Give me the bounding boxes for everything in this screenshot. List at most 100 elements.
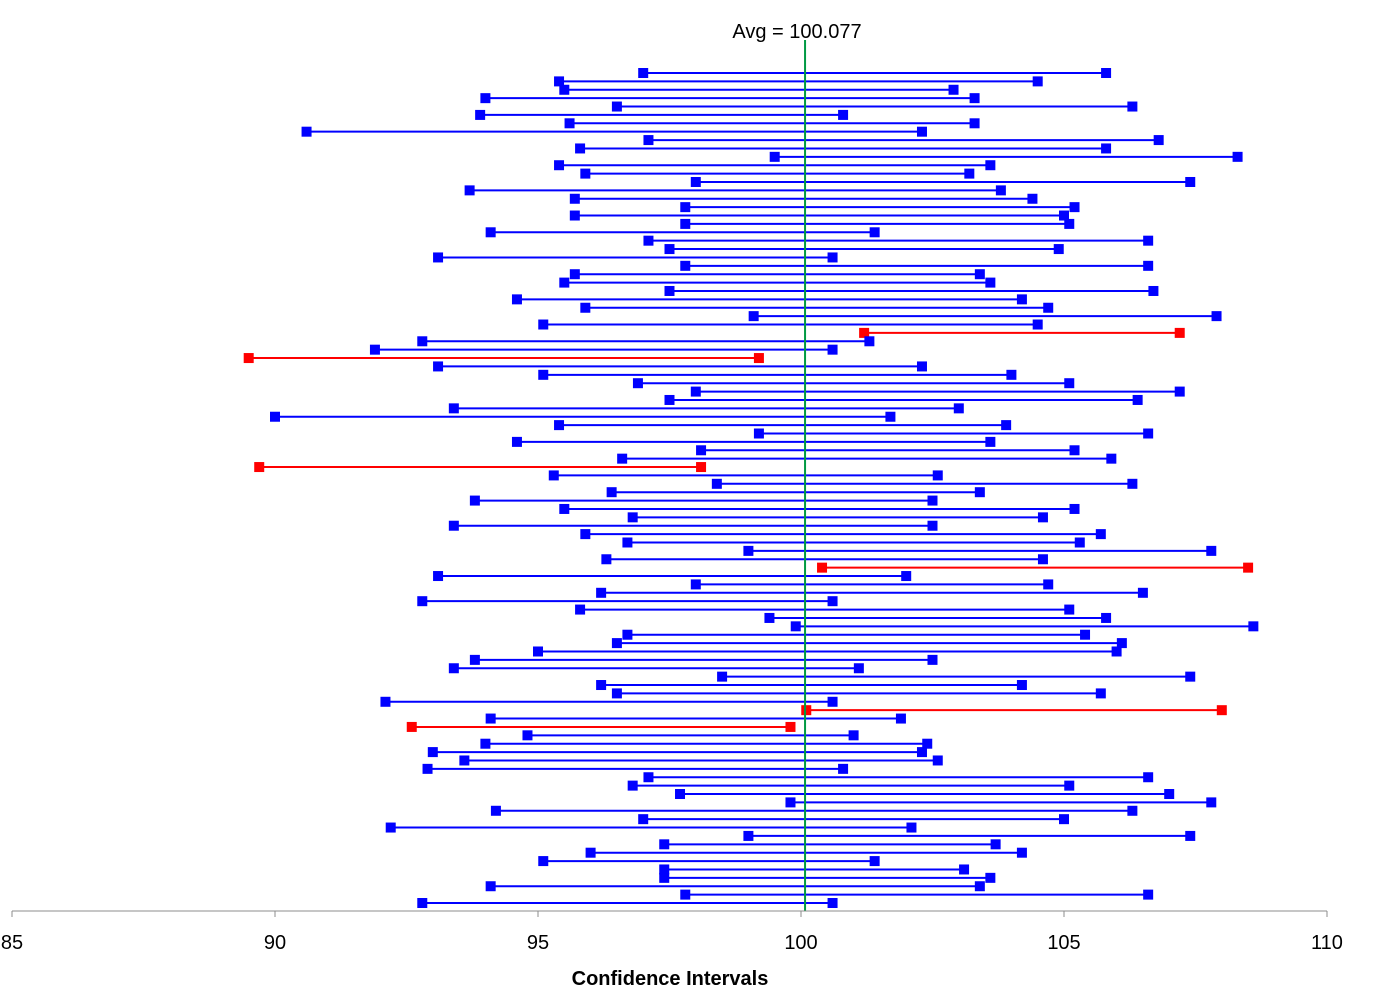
interval-27 (664, 285, 1159, 296)
interval-high-marker (927, 654, 938, 665)
interval-high-marker (1127, 478, 1138, 489)
interval-low-marker (464, 185, 475, 196)
interval-high-marker (985, 436, 996, 447)
interval-high-marker (827, 696, 838, 707)
interval-100 (417, 898, 838, 908)
interval-low-marker (243, 353, 254, 364)
interval-94 (585, 847, 1027, 858)
interval-high-marker (864, 336, 875, 347)
interval-low-marker (485, 713, 496, 724)
interval-82 (427, 747, 927, 758)
interval-63 (596, 587, 1148, 598)
interval-high-marker (885, 411, 896, 422)
interval-high-marker (1064, 218, 1075, 229)
interval-38 (632, 378, 1075, 389)
interval-1 (638, 68, 1112, 78)
interval-18 (569, 210, 1069, 221)
interval-97 (659, 872, 996, 883)
interval-high-marker (1164, 789, 1175, 800)
interval-high-marker (1206, 545, 1217, 556)
interval-high-marker (1006, 369, 1017, 380)
x-tick-label: 90 (264, 932, 286, 954)
interval-low-marker (785, 797, 796, 808)
interval-high-marker (959, 864, 970, 875)
interval-high-marker (932, 470, 943, 481)
interval-high-marker (1111, 646, 1122, 657)
interval-low-marker (748, 311, 759, 322)
interval-high-marker (916, 361, 927, 372)
interval-high-marker (1069, 503, 1080, 514)
interval-high-marker (827, 252, 838, 263)
interval-low-marker (559, 84, 570, 95)
interval-low-marker (575, 143, 586, 154)
interval-low-marker (480, 93, 491, 104)
interval-60 (817, 562, 1254, 573)
interval-47 (617, 453, 1117, 464)
interval-64 (417, 596, 838, 607)
interval-81 (480, 738, 933, 749)
interval-49 (548, 470, 943, 481)
interval-24 (680, 260, 1154, 271)
interval-low-marker (690, 386, 701, 397)
interval-high-marker (1143, 428, 1154, 439)
interval-low-marker (790, 621, 801, 632)
interval-low-marker (417, 596, 428, 607)
interval-high-marker (932, 755, 943, 766)
interval-low-marker (569, 269, 580, 280)
interval-low-marker (427, 747, 438, 758)
interval-high-marker (969, 118, 980, 129)
interval-low-marker (680, 202, 691, 213)
interval-5 (611, 101, 1138, 112)
interval-low-marker (611, 101, 622, 112)
interval-low-marker (643, 135, 654, 146)
interval-high-marker (753, 353, 764, 364)
interval-86 (627, 780, 1075, 791)
interval-high-marker (1069, 202, 1080, 213)
interval-52 (469, 495, 938, 506)
interval-high-marker (1032, 76, 1043, 87)
interval-high-marker (1206, 797, 1217, 808)
interval-29 (580, 302, 1054, 313)
interval-high-marker (838, 109, 849, 120)
interval-low-marker (711, 478, 722, 489)
interval-15 (464, 185, 1006, 196)
interval-26 (559, 277, 996, 288)
interval-83 (459, 755, 943, 766)
interval-low-marker (433, 252, 444, 263)
interval-high-marker (927, 520, 938, 531)
interval-high-marker (1116, 638, 1127, 649)
interval-high-marker (901, 571, 912, 582)
interval-72 (448, 663, 864, 674)
interval-high-marker (1143, 260, 1154, 271)
interval-high-marker (1059, 814, 1069, 825)
interval-8 (301, 126, 927, 137)
interval-20 (485, 227, 880, 238)
interval-high-marker (916, 747, 927, 758)
interval-90 (638, 814, 1069, 825)
interval-high-marker (869, 227, 880, 238)
interval-high-marker (964, 168, 975, 179)
interval-low-marker (533, 646, 543, 657)
interval-high-marker (1143, 235, 1154, 246)
interval-high-marker (827, 344, 838, 355)
interval-19 (680, 218, 1075, 229)
interval-low-marker (622, 537, 633, 548)
interval-high-marker (1016, 294, 1027, 305)
interval-high-marker (1032, 319, 1043, 330)
interval-9 (643, 135, 1164, 146)
interval-low-marker (659, 839, 670, 850)
interval-high-marker (1148, 285, 1159, 296)
interval-high-marker (1101, 612, 1112, 623)
interval-67 (790, 621, 1259, 632)
interval-high-marker (990, 839, 1001, 850)
interval-39 (690, 386, 1185, 397)
interval-high-marker (1185, 176, 1196, 187)
interval-80 (522, 730, 859, 741)
interval-13 (580, 168, 975, 179)
interval-70 (533, 646, 1122, 657)
interval-79 (406, 721, 796, 732)
interval-high-marker (1243, 562, 1254, 573)
interval-low-marker (301, 126, 312, 137)
interval-22 (664, 244, 1064, 255)
